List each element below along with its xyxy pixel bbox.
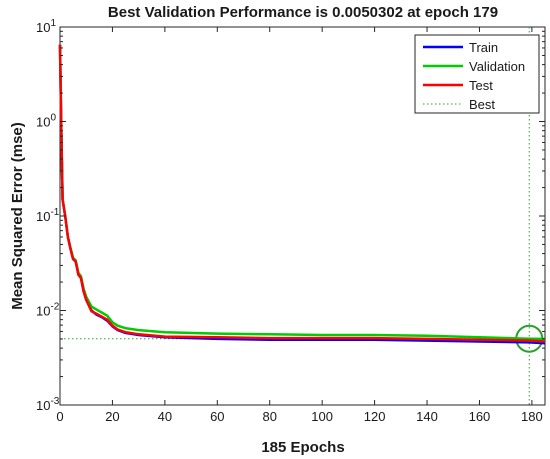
legend-label-best: Best <box>469 97 495 112</box>
legend: Train Validation Test Best <box>414 34 540 114</box>
x-tick-label: 120 <box>364 409 386 424</box>
x-tick-label: 140 <box>416 409 438 424</box>
y-tick-exponent: -1 <box>50 207 59 218</box>
y-tick-exponent: -3 <box>50 396 59 407</box>
y-tick-base: 10 <box>36 209 50 224</box>
legend-label-validation: Validation <box>469 59 525 74</box>
legend-label-train: Train <box>469 40 498 55</box>
x-tick-label: 20 <box>105 409 119 424</box>
y-tick-label: 10-1 <box>36 207 60 224</box>
y-axis-label: Mean Squared Error (mse) <box>9 122 26 310</box>
y-tick-exponent: -2 <box>50 302 59 313</box>
series-lines <box>58 44 546 345</box>
x-tick-label: 100 <box>311 409 333 424</box>
y-tick-base: 10 <box>36 398 50 413</box>
x-tick-label: 160 <box>469 409 491 424</box>
x-tick-label: 180 <box>521 409 543 424</box>
legend-label-test: Test <box>469 78 493 93</box>
y-tick-label: 10-2 <box>36 302 60 319</box>
x-axis: 0 20 40 60 80 100 120 140 160 180 <box>56 27 543 424</box>
y-tick-base: 10 <box>36 20 50 35</box>
y-tick-base: 10 <box>36 115 50 130</box>
y-tick-label: 101 <box>36 18 56 35</box>
y-tick-base: 10 <box>36 304 50 319</box>
y-tick-exponent: 0 <box>50 113 56 124</box>
y-tick-label: 10-3 <box>36 396 60 413</box>
x-tick-label: 40 <box>158 409 172 424</box>
x-tick-label: 80 <box>262 409 276 424</box>
x-tick-label: 60 <box>210 409 224 424</box>
y-tick-exponent: 1 <box>50 18 56 29</box>
chart-title: Best Validation Performance is 0.0050302… <box>108 4 498 21</box>
x-axis-label: 185 Epochs <box>261 439 344 456</box>
y-tick-label: 100 <box>36 113 56 130</box>
x-tick-label: 0 <box>56 409 63 424</box>
series-line-test <box>58 44 546 343</box>
